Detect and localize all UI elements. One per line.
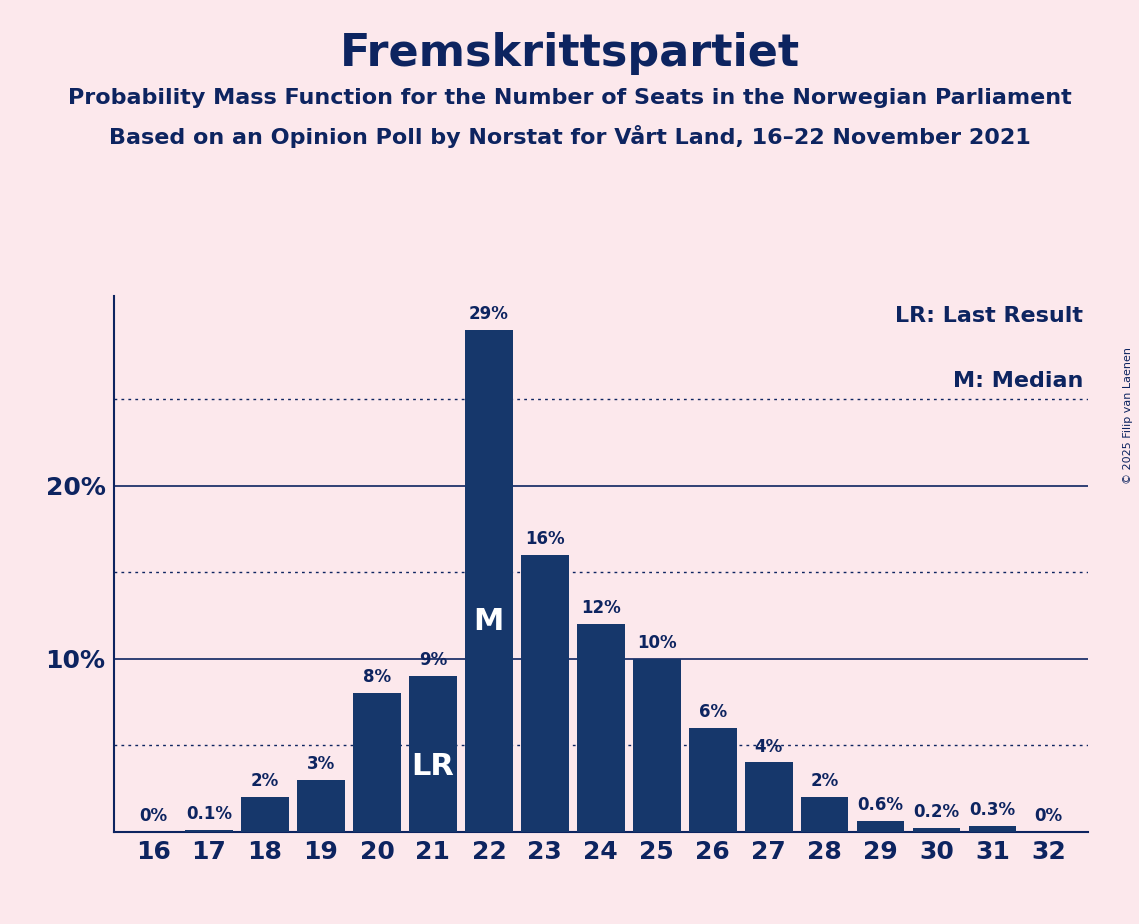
Text: Fremskrittspartiet: Fremskrittspartiet xyxy=(339,32,800,76)
Bar xyxy=(912,828,960,832)
Text: Probability Mass Function for the Number of Seats in the Norwegian Parliament: Probability Mass Function for the Number… xyxy=(67,88,1072,108)
Text: 0%: 0% xyxy=(139,807,167,825)
Text: 29%: 29% xyxy=(469,305,509,323)
Text: 2%: 2% xyxy=(251,772,279,790)
Bar xyxy=(353,693,401,832)
Bar xyxy=(186,830,232,832)
Text: 6%: 6% xyxy=(698,703,727,721)
Text: 8%: 8% xyxy=(363,668,391,687)
Bar xyxy=(801,797,849,832)
Bar xyxy=(689,728,737,832)
Text: M: M xyxy=(474,606,505,636)
Text: M: Median: M: Median xyxy=(952,371,1083,391)
Bar xyxy=(521,555,568,832)
Text: 0%: 0% xyxy=(1034,807,1063,825)
Bar xyxy=(241,797,289,832)
Text: 3%: 3% xyxy=(306,755,335,772)
Text: 0.1%: 0.1% xyxy=(186,805,232,823)
Text: LR: LR xyxy=(411,752,454,781)
Text: Based on an Opinion Poll by Norstat for Vårt Land, 16–22 November 2021: Based on an Opinion Poll by Norstat for … xyxy=(108,125,1031,148)
Bar xyxy=(409,676,457,832)
Text: 12%: 12% xyxy=(581,600,621,617)
Bar xyxy=(577,624,624,832)
Text: 0.2%: 0.2% xyxy=(913,803,960,821)
Bar xyxy=(969,826,1016,832)
Bar xyxy=(745,762,793,832)
Bar xyxy=(633,659,681,832)
Text: 0.3%: 0.3% xyxy=(969,801,1016,820)
Bar xyxy=(857,821,904,832)
Text: 0.6%: 0.6% xyxy=(858,796,903,814)
Text: 4%: 4% xyxy=(755,737,782,756)
Text: 2%: 2% xyxy=(811,772,838,790)
Text: © 2025 Filip van Laenen: © 2025 Filip van Laenen xyxy=(1123,347,1133,484)
Text: 16%: 16% xyxy=(525,530,565,548)
Bar xyxy=(465,330,513,832)
Text: 9%: 9% xyxy=(419,651,446,669)
Text: LR: Last Result: LR: Last Result xyxy=(895,307,1083,326)
Text: 10%: 10% xyxy=(637,634,677,651)
Bar xyxy=(297,780,345,832)
